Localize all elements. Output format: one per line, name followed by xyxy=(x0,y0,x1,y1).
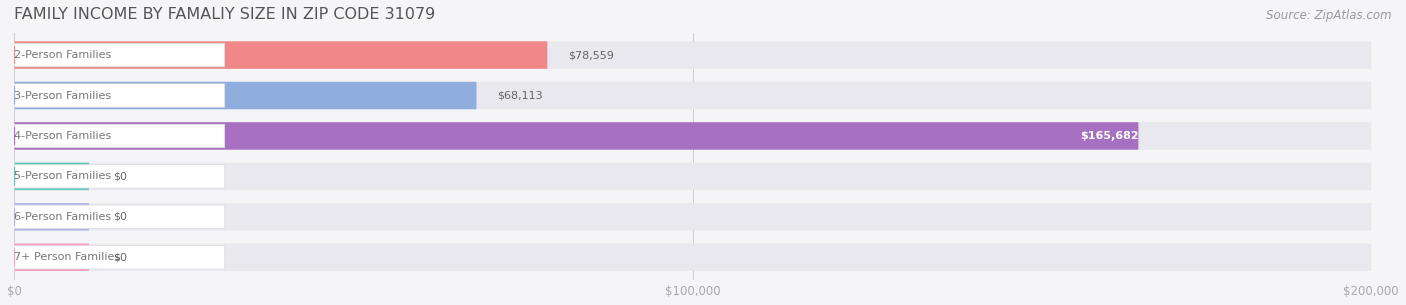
Text: $78,559: $78,559 xyxy=(568,50,613,60)
FancyBboxPatch shape xyxy=(14,41,547,69)
FancyBboxPatch shape xyxy=(14,43,225,67)
Text: Source: ZipAtlas.com: Source: ZipAtlas.com xyxy=(1267,9,1392,22)
FancyBboxPatch shape xyxy=(14,243,1371,271)
FancyBboxPatch shape xyxy=(14,203,89,231)
FancyBboxPatch shape xyxy=(14,124,225,148)
Text: $68,113: $68,113 xyxy=(496,91,543,101)
FancyBboxPatch shape xyxy=(14,205,225,228)
Text: 2-Person Families: 2-Person Families xyxy=(14,50,111,60)
FancyBboxPatch shape xyxy=(14,122,1139,150)
Text: FAMILY INCOME BY FAMALIY SIZE IN ZIP CODE 31079: FAMILY INCOME BY FAMALIY SIZE IN ZIP COD… xyxy=(14,7,436,22)
Text: 4-Person Families: 4-Person Families xyxy=(14,131,111,141)
FancyBboxPatch shape xyxy=(14,203,1371,231)
Text: $0: $0 xyxy=(112,252,127,262)
Text: 5-Person Families: 5-Person Families xyxy=(14,171,111,181)
Text: $0: $0 xyxy=(112,212,127,222)
FancyBboxPatch shape xyxy=(14,165,225,188)
Text: 7+ Person Families: 7+ Person Families xyxy=(14,252,121,262)
FancyBboxPatch shape xyxy=(14,243,89,271)
FancyBboxPatch shape xyxy=(14,163,1371,190)
FancyBboxPatch shape xyxy=(14,246,225,269)
FancyBboxPatch shape xyxy=(14,122,1371,150)
FancyBboxPatch shape xyxy=(14,41,1371,69)
FancyBboxPatch shape xyxy=(14,84,225,107)
FancyBboxPatch shape xyxy=(14,82,477,109)
Text: 6-Person Families: 6-Person Families xyxy=(14,212,111,222)
Text: 3-Person Families: 3-Person Families xyxy=(14,91,111,101)
FancyBboxPatch shape xyxy=(14,82,1371,109)
FancyBboxPatch shape xyxy=(14,163,89,190)
Text: $0: $0 xyxy=(112,171,127,181)
Text: $165,682: $165,682 xyxy=(1080,131,1139,141)
